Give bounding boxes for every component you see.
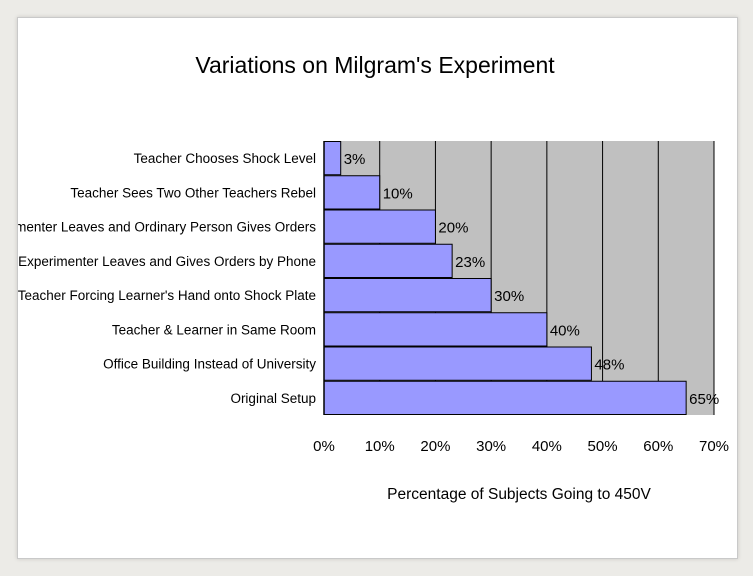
bar xyxy=(323,312,548,347)
x-tick-label: 50% xyxy=(588,438,618,455)
x-axis-label: Percentage of Subjects Going to 450V xyxy=(387,486,651,503)
category-label: Experimenter Leaves and Ordinary Person … xyxy=(18,220,316,235)
x-tick-label: 60% xyxy=(643,438,673,455)
category-label: Teacher Forcing Learner's Hand onto Shoc… xyxy=(18,288,316,303)
x-tick-label: 0% xyxy=(313,438,335,455)
value-label: 48% xyxy=(594,357,624,374)
category-label: Teacher & Learner in Same Room xyxy=(112,322,316,337)
category-label: Teacher Chooses Shock Level xyxy=(134,151,316,166)
bar-chart: Variations on Milgram's Experiment 3% 10%… xyxy=(18,52,729,503)
bar xyxy=(323,380,687,415)
bar xyxy=(323,141,342,176)
value-label: 20% xyxy=(438,220,468,237)
bar xyxy=(323,175,381,210)
bar xyxy=(323,243,453,278)
category-labels: Teacher Chooses Shock Level Teacher Sees … xyxy=(18,151,316,406)
category-label: Office Building Instead of University xyxy=(103,357,316,372)
category-label: Teacher Sees Two Other Teachers Rebel xyxy=(70,185,316,200)
value-label: 10% xyxy=(383,185,413,202)
x-tick-labels: 0% 10% 20% 30% 40% 50% 60% 70% xyxy=(313,438,729,455)
x-tick-label: 70% xyxy=(699,438,729,455)
category-label: Experimenter Leaves and Gives Orders by … xyxy=(18,254,316,269)
x-tick-label: 20% xyxy=(420,438,450,455)
chart-title: Variations on Milgram's Experiment xyxy=(195,52,555,78)
x-tick-label: 40% xyxy=(532,438,562,455)
value-label: 23% xyxy=(455,254,485,271)
bar xyxy=(323,278,492,313)
value-labels: 3% 10% 20% 23% 30% 40% 48% 65% xyxy=(344,151,719,408)
category-label: Original Setup xyxy=(230,391,316,406)
slide-frame: Variations on Milgram's Experiment 3% 10%… xyxy=(17,17,738,559)
bar xyxy=(323,346,592,381)
value-label: 30% xyxy=(494,288,524,305)
value-label: 40% xyxy=(550,322,580,339)
value-label: 3% xyxy=(344,151,366,168)
x-tick-label: 30% xyxy=(476,438,506,455)
bars xyxy=(323,141,687,415)
x-tick-label: 10% xyxy=(365,438,395,455)
value-label: 65% xyxy=(689,391,719,408)
bar xyxy=(323,209,436,244)
